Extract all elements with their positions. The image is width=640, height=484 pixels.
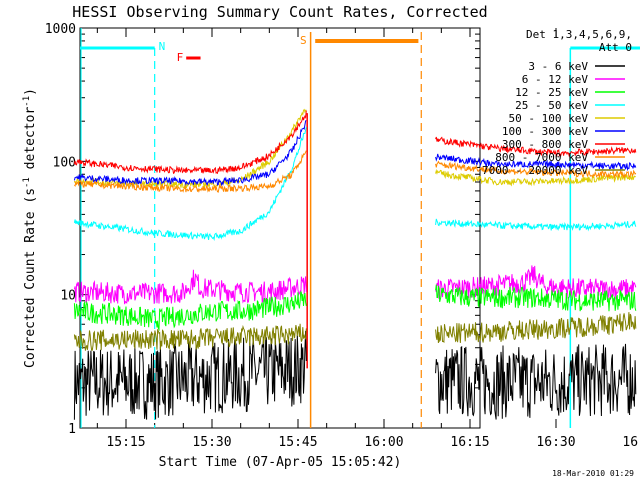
legend-label: 25 - 50 keV: [515, 99, 588, 112]
night-label: N: [159, 40, 166, 53]
series-line: [435, 168, 636, 187]
x-tick-label: 16:45: [622, 435, 640, 450]
series-line: [74, 150, 307, 193]
x-tick-label: 15:15: [106, 435, 145, 450]
legend-label: 12 - 25 keV: [515, 86, 588, 99]
chart-title: HESSI Observing Summary Count Rates, Cor…: [72, 3, 487, 21]
series-line: [435, 160, 637, 180]
y-tick-label: 1000: [45, 22, 76, 37]
y-axis-label-main: Corrected Count Rate (s: [23, 188, 38, 368]
legend-label: 300 - 800 keV: [502, 138, 588, 151]
series-1: [73, 330, 637, 420]
legend-label: 6 - 12 keV: [522, 73, 589, 86]
y-axis-label-mid: detector: [23, 107, 38, 178]
legend-header-line2: Att 0: [599, 41, 632, 54]
legend-label: 3 - 6 keV: [528, 60, 588, 73]
series-line: [73, 110, 307, 175]
series-5: [73, 108, 636, 190]
series-line: [73, 269, 307, 305]
legend-label: 100 - 300 keV: [502, 125, 588, 138]
y-axis-label: Corrected Count Rate (s-1 detector-1): [22, 88, 38, 368]
y-axis-label-end: ): [23, 88, 38, 96]
x-tick-label: 16:00: [364, 435, 403, 450]
x-tick-label: 15:30: [192, 435, 231, 450]
series-line: [73, 291, 307, 332]
series-8: [74, 150, 637, 193]
x-tick-label: 16:30: [536, 435, 575, 450]
x-axis-label: Start Time (07-Apr-05 15:05:42): [159, 455, 402, 470]
series-line: [73, 126, 307, 242]
y-tick-label: 10: [60, 289, 76, 304]
series-line: [73, 108, 307, 190]
footer-timestamp: 18-Mar-2010 01:29: [552, 469, 634, 478]
series-line: [73, 323, 307, 351]
legend-label: 800 - 7000 keV: [495, 151, 588, 164]
legend-header-line1: Det 1,3,4,5,6,9,: [526, 28, 632, 41]
series-line: [73, 120, 307, 187]
flare-label: F: [177, 51, 184, 64]
series-2: [73, 265, 637, 305]
saa-label: S: [300, 34, 307, 47]
plot-area: 1 10 100 1000 15:15 15:30 15:45 16:00 16:15 16:30…: [45, 22, 640, 450]
series-line: [435, 218, 637, 232]
series-4: [73, 126, 637, 242]
series-line: [435, 284, 637, 312]
series-line: [73, 330, 307, 420]
series-3: [73, 284, 637, 332]
series-7: [73, 110, 637, 175]
y-tick-label: 100: [53, 155, 76, 170]
y-tick-label: 1: [68, 422, 76, 437]
series-9: [73, 312, 637, 351]
y-axis-label-sup2: -1: [22, 96, 32, 107]
y-axis-label-sup1: -1: [22, 177, 32, 188]
legend-label: 50 - 100 keV: [509, 112, 589, 125]
series-6: [73, 120, 637, 187]
series-line: [435, 136, 637, 158]
series-line: [435, 153, 637, 172]
series-line: [435, 343, 637, 420]
series-line: [435, 265, 637, 300]
legend-label: 7000 - 20000 keV: [482, 164, 588, 177]
series-line: [435, 312, 637, 344]
x-tick-label: 16:15: [450, 435, 489, 450]
x-tick-label: 15:45: [278, 435, 317, 450]
plot-frame: [79, 27, 481, 429]
